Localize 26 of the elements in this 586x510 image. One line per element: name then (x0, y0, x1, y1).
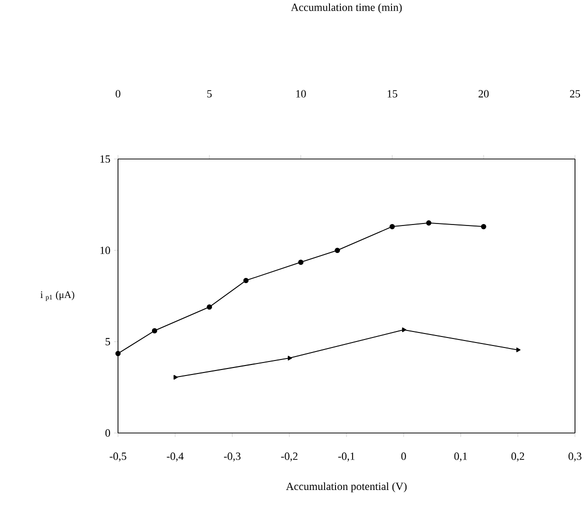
x-tick-label: -0,1 (338, 452, 355, 462)
point (288, 356, 292, 360)
x2-tick-label: 10 (296, 90, 306, 98)
point (402, 327, 406, 332)
point (174, 374, 178, 380)
x-axis-title: Accumulation potential (V) (286, 482, 407, 492)
x2-tick-label: 25 (570, 90, 580, 98)
y-tick-label: 0 (105, 429, 110, 437)
y-tick-label: 5 (106, 338, 110, 346)
x-tick-label: -0,3 (224, 452, 240, 462)
x2-tick-label: 20 (478, 90, 489, 98)
x-tick-label: 0,2 (511, 452, 524, 462)
x-tick-label: -0,4 (166, 452, 184, 462)
x-tick-label: 0 (401, 452, 406, 460)
x2-tick-label: 15 (388, 90, 398, 98)
x-tick-label: -0,5 (110, 452, 126, 462)
x2-tick-label: 0 (116, 90, 120, 98)
point (516, 348, 521, 352)
x2-tick-label: 5 (207, 90, 212, 98)
x-tick-label: -0,2 (281, 452, 298, 462)
y-tick-label: 15 (100, 155, 110, 163)
x-tick-label: 0,1 (454, 452, 467, 462)
y-axis-title: i $_{p1}$ (μA) (40, 291, 74, 301)
x2-axis-title: Accumulation time (min) (290, 3, 402, 14)
x-tick-label: 0,3 (568, 452, 582, 462)
y-tick-label: 10 (100, 246, 110, 254)
